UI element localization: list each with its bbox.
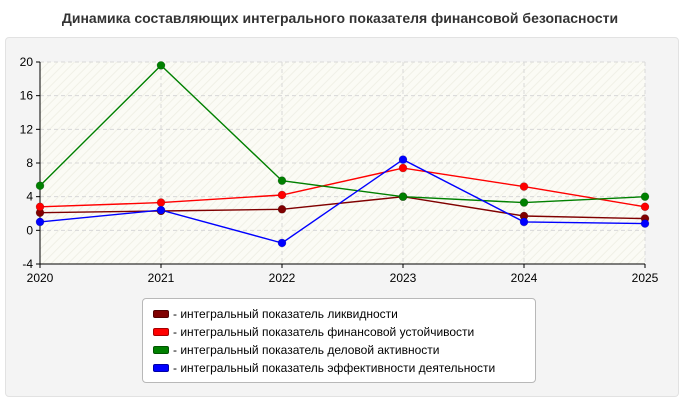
legend-swatch — [153, 364, 169, 372]
series-line — [39, 158, 646, 244]
legend-swatch — [153, 328, 169, 336]
legend-label: - интегральный показатель деловой активн… — [173, 343, 440, 357]
series-line — [39, 64, 646, 204]
x-tick-label: 2025 — [632, 271, 659, 285]
data-point — [35, 217, 45, 227]
legend-item: - интегральный показатель финансовой уст… — [153, 323, 535, 341]
y-tick-label: -4 — [22, 257, 33, 271]
legend: - интегральный показатель ликвидности - … — [142, 298, 536, 383]
data-point — [156, 205, 166, 215]
x-tick-label: 2022 — [269, 271, 296, 285]
legend-label: - интегральный показатель ликвидности — [173, 307, 398, 321]
series-line — [39, 167, 646, 208]
legend-swatch — [153, 310, 169, 318]
data-point — [277, 176, 287, 185]
y-tick-label: 12 — [20, 122, 34, 136]
data-point — [156, 198, 166, 207]
data-point — [277, 204, 287, 214]
x-tick-label: 2021 — [148, 271, 175, 285]
data-point — [398, 155, 408, 164]
y-tick-label: 20 — [20, 55, 34, 69]
data-point — [519, 182, 529, 191]
legend-label: - интегральный показатель финансовой уст… — [173, 325, 475, 339]
y-tick-label: 16 — [20, 89, 34, 103]
data-point — [398, 192, 408, 201]
y-tick-label: 0 — [26, 223, 33, 237]
chart-title: Динамика составляющих интегрального пока… — [61, 10, 619, 26]
data-point — [277, 238, 287, 248]
legend-item: - интегральный показатель деловой активн… — [153, 341, 535, 359]
legend-item: - интегральный показатель ликвидности — [153, 305, 535, 323]
x-tick-label: 2023 — [390, 271, 417, 285]
y-tick-label: 4 — [26, 190, 33, 204]
x-tick-label: 2020 — [27, 271, 54, 285]
data-point — [277, 190, 287, 200]
data-point — [35, 181, 45, 191]
data-point — [640, 219, 650, 228]
data-point — [398, 163, 408, 173]
legend-label: - интегральный показатель эффективности … — [173, 361, 496, 375]
legend-item: - интегральный показатель эффективности … — [153, 359, 535, 377]
legend-swatch — [153, 346, 169, 354]
data-point — [519, 198, 529, 207]
y-tick-label: 8 — [26, 156, 33, 170]
data-point — [640, 202, 650, 212]
data-point — [156, 61, 166, 70]
data-point — [519, 217, 529, 227]
series-line — [39, 195, 646, 220]
data-point — [35, 202, 45, 212]
data-point — [640, 192, 650, 201]
x-tick-label: 2024 — [511, 271, 538, 285]
